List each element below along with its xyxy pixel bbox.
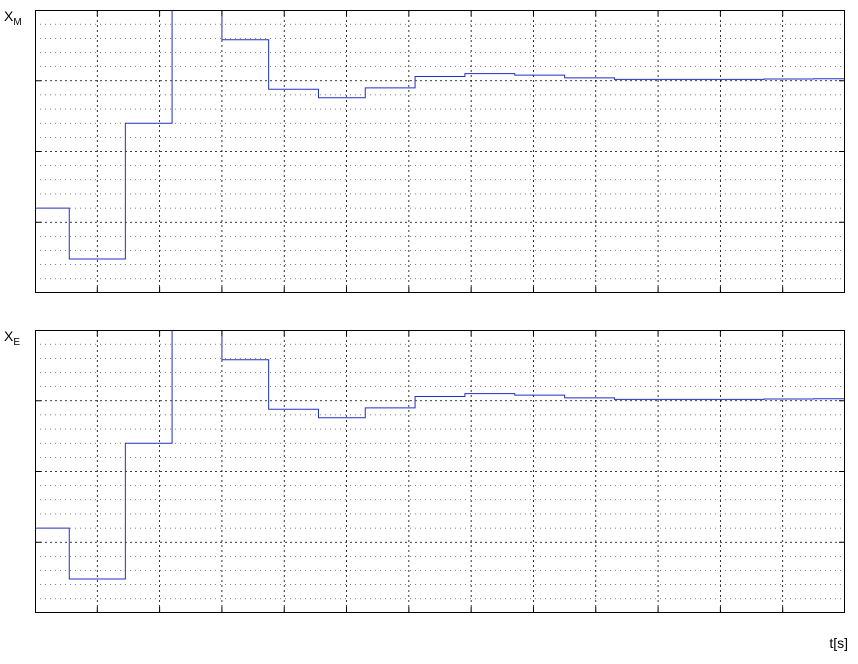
ylabel-bottom-main: X — [4, 328, 13, 344]
chart-bottom — [35, 330, 845, 613]
ylabel-bottom-sub: E — [13, 337, 20, 348]
xlabel: t[s] — [829, 635, 848, 651]
ylabel-top-main: X — [4, 8, 13, 24]
xlabel-text: t[s] — [829, 635, 848, 651]
chart-top — [35, 10, 845, 293]
ylabel-bottom: XE — [4, 328, 20, 348]
chart-bottom-svg — [35, 330, 845, 613]
ylabel-top-sub: M — [13, 17, 21, 28]
chart-top-svg — [35, 10, 845, 293]
ylabel-top: XM — [4, 8, 22, 28]
